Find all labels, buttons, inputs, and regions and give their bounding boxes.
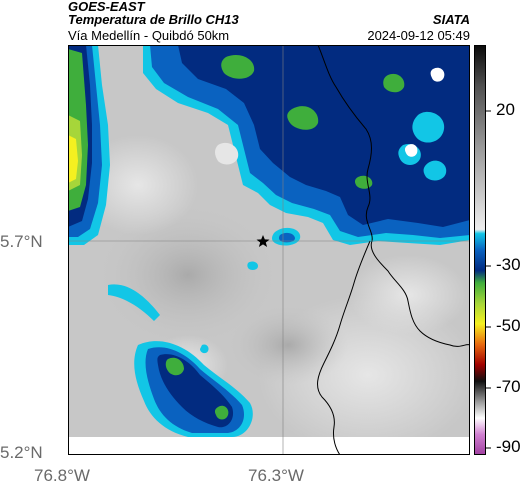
product-title: Temperatura de Brillo CH13 — [68, 12, 239, 27]
cloud-strip-northwest — [68, 45, 110, 245]
latitude-label-top: 5.7°N — [0, 232, 43, 251]
colorbar-tick-label: -30 — [496, 255, 521, 274]
longitude-label-left: 76.8°W — [34, 466, 90, 485]
satellite-map — [68, 45, 470, 455]
colorbar-tick-label: -90 — [496, 437, 521, 456]
cloud-complex-northeast — [143, 45, 470, 245]
colorbar-tick-label: -50 — [496, 316, 521, 335]
star-icon — [256, 235, 270, 247]
colorbar-ticks — [486, 110, 491, 449]
colorbar-tick-label: 20 — [496, 100, 515, 119]
route-subtitle: Vía Medellín - Quibdó 50km — [68, 28, 230, 43]
datetime-label: 2024-09-12 05:49 — [367, 28, 470, 43]
longitude-label-right: 76.3°W — [248, 466, 304, 485]
no-data-strip — [68, 437, 470, 455]
map-frame — [68, 45, 470, 455]
colorbar-tick-label: -70 — [496, 377, 521, 396]
latitude-label-bottom: 5.2°N — [0, 443, 43, 462]
colorbar — [474, 45, 486, 455]
cloud-band-southwest — [108, 284, 253, 437]
organization-label: SIATA — [432, 12, 470, 27]
satellite-title: GOES-EAST — [68, 0, 145, 14]
